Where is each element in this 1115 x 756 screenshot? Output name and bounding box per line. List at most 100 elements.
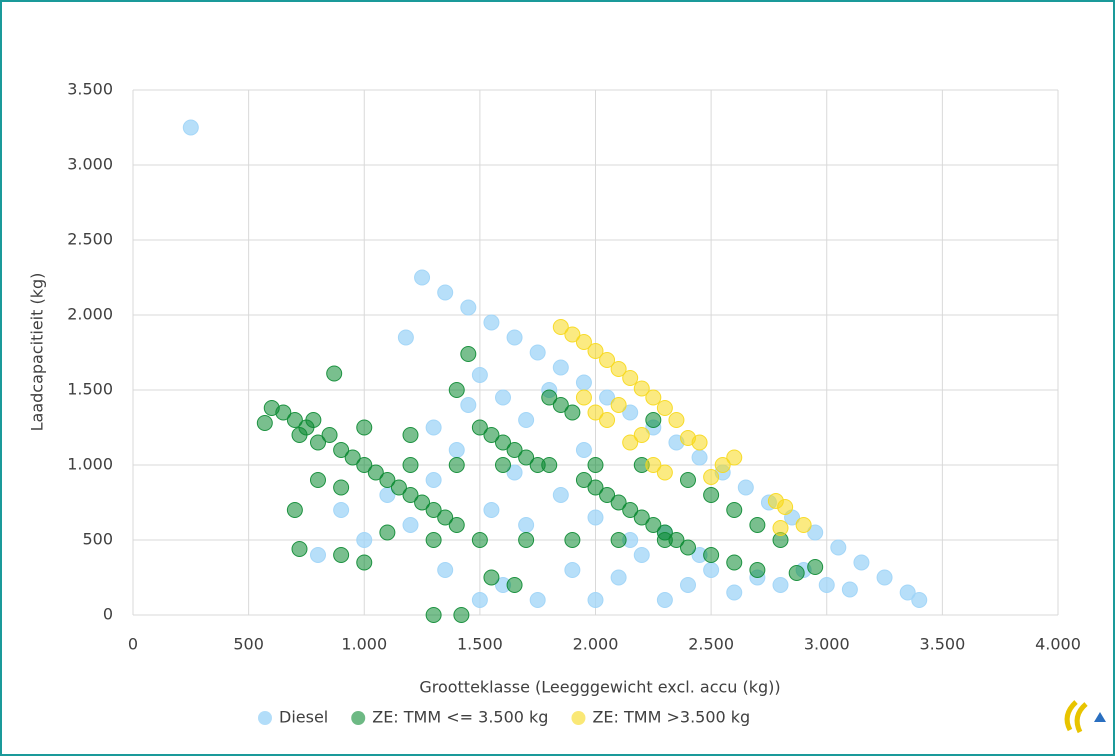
- point: [726, 449, 743, 466]
- point: [737, 479, 754, 496]
- x-tick-label: 3.500: [919, 635, 965, 654]
- point: [622, 404, 639, 421]
- point: [680, 472, 696, 488]
- point: [437, 509, 454, 526]
- point: [506, 329, 523, 346]
- point: [772, 520, 789, 536]
- point: [703, 562, 720, 578]
- point: [633, 509, 650, 526]
- point: [703, 487, 720, 503]
- point: [460, 299, 477, 316]
- point: [483, 502, 500, 518]
- point: [575, 442, 592, 458]
- point: [437, 562, 454, 578]
- point: [471, 532, 488, 548]
- point: [402, 457, 419, 473]
- point: [777, 499, 794, 515]
- point: [448, 517, 465, 533]
- point: [726, 584, 743, 601]
- point: [333, 479, 350, 496]
- point: [807, 524, 824, 541]
- point: [656, 400, 673, 416]
- point: [286, 502, 303, 518]
- point: [656, 592, 673, 608]
- point: [552, 397, 569, 413]
- point: [310, 434, 326, 451]
- x-tick-label: 2.000: [573, 635, 619, 654]
- point: [453, 607, 470, 623]
- point: [575, 334, 592, 350]
- point: [668, 412, 685, 428]
- y-tick-label: 500: [82, 530, 113, 549]
- point: [286, 412, 303, 428]
- point: [703, 469, 720, 485]
- point: [610, 361, 627, 377]
- point: [830, 539, 847, 556]
- point: [587, 479, 604, 496]
- point: [310, 547, 326, 563]
- point: [876, 569, 893, 586]
- point: [587, 509, 604, 526]
- legend-marker: [258, 711, 272, 725]
- point: [471, 592, 488, 608]
- point: [448, 382, 465, 398]
- point: [911, 592, 928, 608]
- point: [633, 547, 650, 563]
- point: [518, 449, 535, 466]
- point: [483, 427, 500, 443]
- point: [645, 412, 662, 428]
- point: [344, 449, 361, 466]
- point: [622, 502, 639, 518]
- point: [622, 434, 639, 451]
- point: [425, 472, 442, 488]
- point: [633, 427, 650, 443]
- point: [795, 517, 812, 533]
- point: [506, 577, 523, 593]
- point: [610, 532, 627, 548]
- point: [460, 397, 477, 413]
- point: [599, 487, 616, 503]
- point: [541, 389, 558, 406]
- point: [656, 464, 673, 481]
- point: [529, 344, 546, 361]
- point: [645, 457, 662, 473]
- point: [414, 269, 431, 286]
- point: [529, 592, 546, 608]
- point: [587, 404, 604, 421]
- point: [356, 457, 373, 473]
- point: [397, 329, 414, 346]
- x-tick-label: 1.500: [457, 635, 503, 654]
- point: [402, 517, 419, 533]
- point: [483, 314, 500, 331]
- point: [518, 412, 535, 428]
- point: [680, 539, 696, 556]
- point: [575, 472, 592, 488]
- point: [610, 494, 627, 511]
- point: [437, 284, 454, 301]
- point: [564, 404, 581, 421]
- point: [506, 464, 523, 481]
- point: [714, 457, 731, 473]
- x-tick-label: 500: [233, 635, 264, 654]
- legend-label: ZE: TMM >3.500 kg: [592, 708, 750, 727]
- point: [599, 389, 616, 406]
- legend-label: Diesel: [279, 708, 328, 727]
- point: [305, 412, 322, 428]
- legend-label: ZE: TMM <= 3.500 kg: [372, 708, 548, 727]
- point: [633, 380, 650, 397]
- point: [645, 517, 662, 533]
- y-tick-label: 3.000: [67, 155, 113, 174]
- point: [587, 592, 604, 608]
- logo: [1064, 700, 1106, 734]
- point: [356, 419, 373, 436]
- legend-marker: [571, 711, 586, 725]
- point: [333, 442, 350, 458]
- point: [402, 487, 419, 503]
- x-tick-label: 3.000: [804, 635, 850, 654]
- point: [899, 584, 916, 601]
- y-tick-label: 2.000: [67, 305, 113, 324]
- x-axis-title: Grootteklasse (Leegggewicht excl. accu (…: [419, 678, 780, 697]
- point: [645, 389, 662, 406]
